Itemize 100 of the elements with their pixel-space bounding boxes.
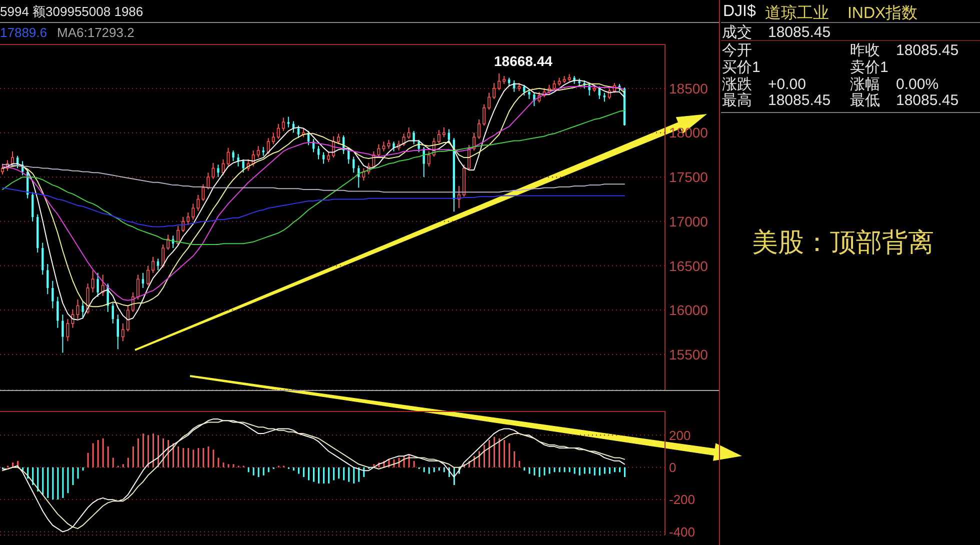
candlestick [272, 132, 275, 145]
text: 18085.45 [768, 92, 831, 110]
y-tick-label: -200 [669, 492, 696, 508]
y-tick-label: 16000 [669, 302, 708, 318]
text: 17889.6 [0, 25, 47, 40]
candlestick [448, 128, 450, 144]
candlestick [377, 144, 380, 158]
candlestick [427, 150, 430, 167]
text: 今开 [722, 42, 752, 60]
candlestick [192, 203, 195, 220]
candlestick [266, 138, 270, 155]
text: 18085.45 [896, 42, 959, 60]
candlestick [492, 82, 496, 100]
candlestick [437, 130, 440, 144]
candlestick [418, 139, 420, 153]
text: 最低 [850, 92, 880, 110]
candlestick [412, 130, 415, 145]
y-tick-label: 15500 [669, 346, 708, 362]
text: 成交 [722, 24, 752, 42]
candlestick [126, 305, 130, 332]
candlestick [533, 92, 536, 107]
candlestick [407, 126, 410, 140]
candlestick [151, 256, 154, 274]
text: 卖价1 [850, 59, 888, 76]
candlestick [31, 192, 34, 222]
candlestick [488, 92, 491, 110]
candlestick [422, 146, 425, 178]
y-tick-label: 17000 [669, 213, 708, 230]
candlestick [467, 144, 470, 170]
y-tick-label: 17500 [669, 169, 708, 186]
candlestick [42, 242, 44, 276]
candlestick [498, 72, 501, 91]
candlestick [322, 152, 325, 164]
candlestick [56, 296, 59, 328]
text: 0.00% [896, 76, 939, 94]
text: DJI$ [723, 3, 756, 21]
text: +0.00 [768, 76, 806, 94]
text: MA6:17293.2 [57, 25, 134, 40]
candlestick [232, 150, 234, 162]
text: 18085.45 [768, 24, 831, 42]
candlestick [146, 265, 150, 286]
candlestick [96, 272, 99, 298]
candlestick [212, 162, 215, 180]
candlestick [337, 133, 340, 145]
candlestick [478, 118, 481, 140]
y-tick-label: 0 [669, 460, 676, 475]
candlestick [382, 141, 386, 152]
candlestick [222, 158, 225, 176]
candlestick [52, 280, 54, 309]
text: 18085.45 [896, 92, 959, 110]
candlestick [46, 264, 49, 295]
candlestick [282, 117, 285, 132]
candlestick [327, 150, 330, 162]
text: 昨收 [850, 42, 880, 60]
text: 5994 额309955008 1986 [0, 4, 144, 20]
candlestick [112, 302, 114, 324]
candlestick [217, 164, 220, 178]
candlestick [237, 154, 240, 167]
text: 涨幅 [850, 76, 880, 93]
candlestick [287, 116, 290, 128]
y-tick-label: 18000 [669, 124, 708, 141]
candlestick [82, 300, 84, 318]
candlestick [142, 272, 144, 288]
candlestick [66, 318, 70, 342]
text: 美股：顶部背离 [752, 228, 934, 258]
text: 涨跌 [722, 76, 752, 93]
candlestick [101, 274, 104, 296]
y-tick-label: 18500 [669, 80, 708, 96]
candlestick [317, 146, 320, 160]
candlestick [116, 314, 119, 350]
candlestick [242, 158, 244, 174]
candlestick [482, 104, 486, 126]
candlestick [186, 212, 190, 226]
candlestick [206, 172, 210, 190]
candlestick [11, 150, 14, 166]
candlestick [91, 270, 94, 293]
candlestick [276, 123, 280, 140]
annotation: 18668.44 [494, 53, 552, 70]
candlestick [156, 258, 160, 271]
candlestick [523, 84, 526, 96]
candlestick [196, 194, 200, 212]
candlestick [62, 314, 64, 354]
candlestick [392, 141, 395, 152]
y-tick-label: -400 [669, 524, 696, 540]
candlestick [71, 308, 74, 328]
candlestick [442, 126, 446, 138]
candlestick [76, 299, 80, 320]
text: 道琼工业 INDX指数 [765, 4, 918, 24]
candlestick [136, 274, 140, 300]
y-tick-label: 16500 [669, 258, 708, 274]
text: 最高 [722, 92, 752, 110]
candlestick [202, 184, 205, 202]
candlestick [552, 80, 556, 91]
candlestick [176, 225, 180, 246]
candlestick [162, 244, 165, 268]
y-tick-label: 200 [669, 428, 691, 443]
text: 买价1 [722, 59, 760, 76]
candlestick [121, 322, 124, 342]
candlestick [226, 147, 230, 166]
candlestick [256, 146, 260, 158]
